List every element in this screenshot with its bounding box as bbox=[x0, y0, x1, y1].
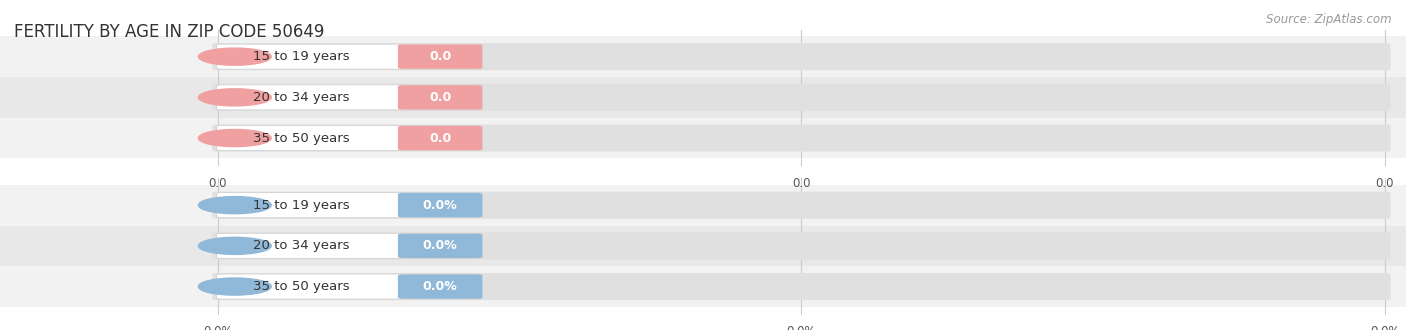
Text: Source: ZipAtlas.com: Source: ZipAtlas.com bbox=[1267, 13, 1392, 26]
Text: 0.0: 0.0 bbox=[429, 91, 451, 104]
FancyBboxPatch shape bbox=[398, 45, 482, 69]
FancyBboxPatch shape bbox=[0, 266, 1406, 307]
FancyBboxPatch shape bbox=[212, 84, 1391, 111]
Text: 0.0%: 0.0% bbox=[1369, 325, 1400, 330]
FancyBboxPatch shape bbox=[217, 274, 482, 299]
Text: 0.0: 0.0 bbox=[429, 132, 451, 145]
FancyBboxPatch shape bbox=[217, 125, 482, 150]
Text: 0.0%: 0.0% bbox=[202, 325, 233, 330]
FancyBboxPatch shape bbox=[217, 233, 482, 258]
FancyBboxPatch shape bbox=[398, 193, 482, 217]
FancyBboxPatch shape bbox=[0, 77, 1406, 118]
FancyBboxPatch shape bbox=[212, 124, 1391, 151]
FancyBboxPatch shape bbox=[212, 273, 1391, 300]
FancyBboxPatch shape bbox=[212, 43, 1391, 70]
FancyBboxPatch shape bbox=[217, 44, 482, 69]
Circle shape bbox=[198, 278, 271, 295]
FancyBboxPatch shape bbox=[217, 85, 482, 110]
FancyBboxPatch shape bbox=[212, 232, 1391, 259]
FancyBboxPatch shape bbox=[0, 36, 1406, 77]
FancyBboxPatch shape bbox=[398, 274, 482, 299]
Text: 0.0: 0.0 bbox=[792, 177, 811, 189]
Text: 0.0%: 0.0% bbox=[786, 325, 817, 330]
Text: 35 to 50 years: 35 to 50 years bbox=[253, 132, 350, 145]
Circle shape bbox=[198, 197, 271, 214]
FancyBboxPatch shape bbox=[0, 118, 1406, 158]
Text: 0.0: 0.0 bbox=[429, 50, 451, 63]
Circle shape bbox=[198, 89, 271, 106]
Text: 15 to 19 years: 15 to 19 years bbox=[253, 199, 350, 212]
Circle shape bbox=[198, 237, 271, 254]
Circle shape bbox=[198, 48, 271, 65]
Circle shape bbox=[198, 129, 271, 147]
Text: 0.0: 0.0 bbox=[1375, 177, 1395, 189]
FancyBboxPatch shape bbox=[217, 193, 482, 218]
Text: 0.0%: 0.0% bbox=[423, 199, 457, 212]
Text: 35 to 50 years: 35 to 50 years bbox=[253, 280, 350, 293]
Text: 20 to 34 years: 20 to 34 years bbox=[253, 239, 350, 252]
Text: 20 to 34 years: 20 to 34 years bbox=[253, 91, 350, 104]
Text: 0.0%: 0.0% bbox=[423, 280, 457, 293]
Text: 0.0%: 0.0% bbox=[423, 239, 457, 252]
FancyBboxPatch shape bbox=[398, 234, 482, 258]
FancyBboxPatch shape bbox=[212, 192, 1391, 219]
FancyBboxPatch shape bbox=[0, 185, 1406, 225]
FancyBboxPatch shape bbox=[398, 85, 482, 110]
Text: 15 to 19 years: 15 to 19 years bbox=[253, 50, 350, 63]
Text: FERTILITY BY AGE IN ZIP CODE 50649: FERTILITY BY AGE IN ZIP CODE 50649 bbox=[14, 23, 325, 41]
FancyBboxPatch shape bbox=[398, 126, 482, 150]
FancyBboxPatch shape bbox=[0, 225, 1406, 266]
Text: 0.0: 0.0 bbox=[208, 177, 228, 189]
